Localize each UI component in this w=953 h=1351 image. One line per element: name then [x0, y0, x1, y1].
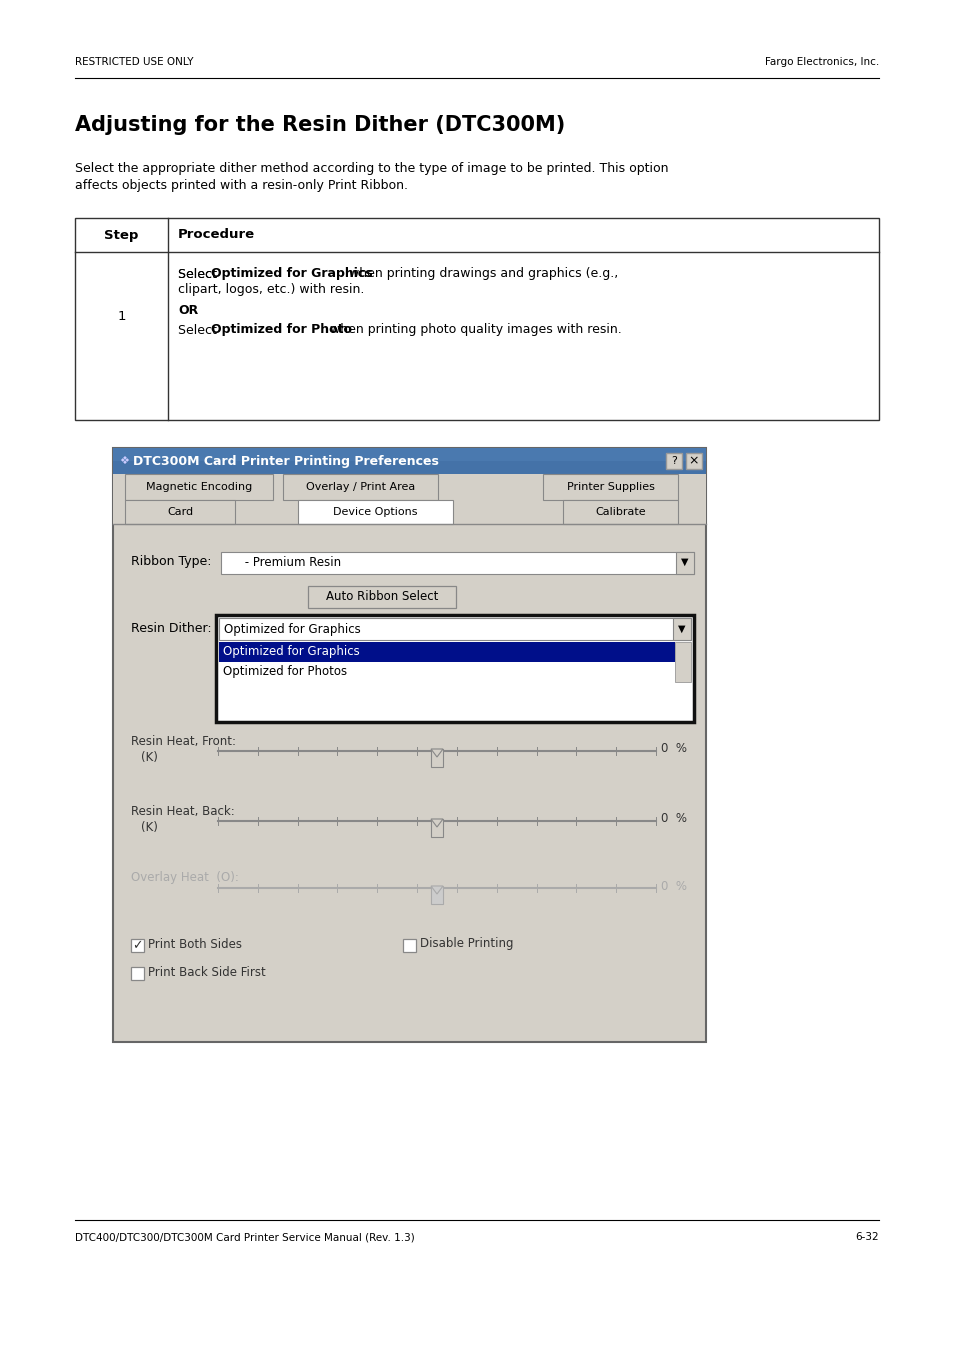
Bar: [219, 617, 690, 640]
Bar: [219, 662, 675, 682]
Bar: [112, 449, 705, 474]
Text: K: K: [225, 555, 234, 569]
Text: RESTRICTED USE ONLY: RESTRICTED USE ONLY: [75, 57, 193, 68]
Text: ▼: ▼: [678, 624, 685, 634]
Text: (K): (K): [141, 821, 157, 835]
Text: Overlay Heat  (O):: Overlay Heat (O):: [131, 871, 238, 885]
Bar: [685, 453, 701, 469]
Text: Optimized for Photo: Optimized for Photo: [211, 323, 352, 336]
Text: Procedure: Procedure: [178, 228, 254, 242]
Text: Device Options: Device Options: [333, 507, 417, 517]
Text: Disable Printing: Disable Printing: [419, 938, 513, 951]
Text: Card: Card: [167, 507, 193, 517]
Bar: [297, 500, 453, 524]
Bar: [672, 617, 690, 640]
Text: Calibrate: Calibrate: [595, 507, 645, 517]
Text: DTC300M Card Printer Printing Preferences: DTC300M Card Printer Printing Preference…: [132, 454, 438, 467]
Text: ?: ?: [670, 457, 677, 466]
Text: Auto Ribbon Select: Auto Ribbon Select: [326, 589, 437, 603]
Bar: [562, 500, 678, 524]
Text: OR: OR: [178, 304, 198, 316]
Text: Select: Select: [178, 323, 221, 336]
Bar: [675, 642, 690, 682]
Text: Resin Dither:: Resin Dither:: [131, 623, 212, 635]
Bar: [431, 748, 442, 767]
Text: Magnetic Encoding: Magnetic Encoding: [146, 482, 252, 492]
Text: ×: ×: [688, 454, 699, 467]
Text: 0  %: 0 %: [660, 812, 686, 825]
Bar: [75, 218, 878, 420]
Text: Resin Heat, Back:: Resin Heat, Back:: [131, 804, 234, 817]
Bar: [215, 615, 693, 721]
Text: when printing photo quality images with resin.: when printing photo quality images with …: [326, 323, 621, 336]
Text: Print Back Side First: Print Back Side First: [148, 966, 266, 978]
Text: 0  %: 0 %: [660, 743, 686, 755]
Text: ▼: ▼: [680, 557, 688, 567]
Text: Select the appropriate dither method according to the type of image to be printe: Select the appropriate dither method acc…: [75, 162, 668, 176]
Text: K: K: [225, 555, 234, 569]
Text: Adjusting for the Resin Dither (DTC300M): Adjusting for the Resin Dither (DTC300M): [75, 115, 565, 135]
Text: 1: 1: [117, 309, 126, 323]
Text: Ribbon Type:: Ribbon Type:: [131, 555, 212, 569]
Bar: [308, 586, 456, 608]
Text: clipart, logos, etc.) with resin.: clipart, logos, etc.) with resin.: [178, 284, 364, 296]
Bar: [431, 819, 442, 838]
Polygon shape: [431, 886, 442, 894]
Text: Overlay / Print Area: Overlay / Print Area: [306, 482, 415, 492]
Bar: [665, 453, 681, 469]
Polygon shape: [431, 748, 442, 757]
Text: Select: Select: [178, 267, 221, 281]
Text: Optimized for Graphics: Optimized for Graphics: [211, 267, 373, 281]
Text: Optimized for Photos: Optimized for Photos: [223, 666, 347, 678]
Bar: [402, 939, 416, 952]
Text: (K): (K): [141, 751, 157, 765]
Bar: [112, 474, 705, 524]
Text: Step: Step: [104, 228, 138, 242]
Text: Select: Select: [178, 267, 221, 281]
Bar: [219, 642, 675, 662]
Polygon shape: [431, 819, 442, 827]
Text: Resin Heat, Front:: Resin Heat, Front:: [131, 735, 235, 747]
Text: Optimized for Graphics: Optimized for Graphics: [224, 623, 360, 635]
Text: Printer Supplies: Printer Supplies: [566, 482, 654, 492]
Bar: [283, 474, 437, 500]
Text: - Premium Resin: - Premium Resin: [241, 555, 341, 569]
Bar: [676, 553, 693, 574]
Bar: [125, 474, 273, 500]
Text: 6-32: 6-32: [855, 1232, 878, 1242]
Bar: [221, 553, 693, 574]
Bar: [542, 474, 678, 500]
Bar: [125, 500, 234, 524]
Text: ❖: ❖: [119, 457, 129, 466]
Bar: [112, 449, 705, 1042]
Text: ✓: ✓: [132, 939, 142, 952]
Bar: [431, 886, 442, 904]
Text: Print Both Sides: Print Both Sides: [148, 938, 242, 951]
Text: Fargo Electronics, Inc.: Fargo Electronics, Inc.: [764, 57, 878, 68]
Bar: [131, 939, 144, 952]
Text: affects objects printed with a resin-only Print Ribbon.: affects objects printed with a resin-onl…: [75, 178, 408, 192]
Text: Optimized for Graphics: Optimized for Graphics: [223, 646, 359, 658]
Bar: [131, 967, 144, 979]
Bar: [112, 449, 705, 461]
Text: when printing drawings and graphics (e.g.,: when printing drawings and graphics (e.g…: [345, 267, 618, 281]
Text: DTC400/DTC300/DTC300M Card Printer Service Manual (Rev. 1.3): DTC400/DTC300/DTC300M Card Printer Servi…: [75, 1232, 415, 1242]
Text: 0  %: 0 %: [660, 880, 686, 893]
